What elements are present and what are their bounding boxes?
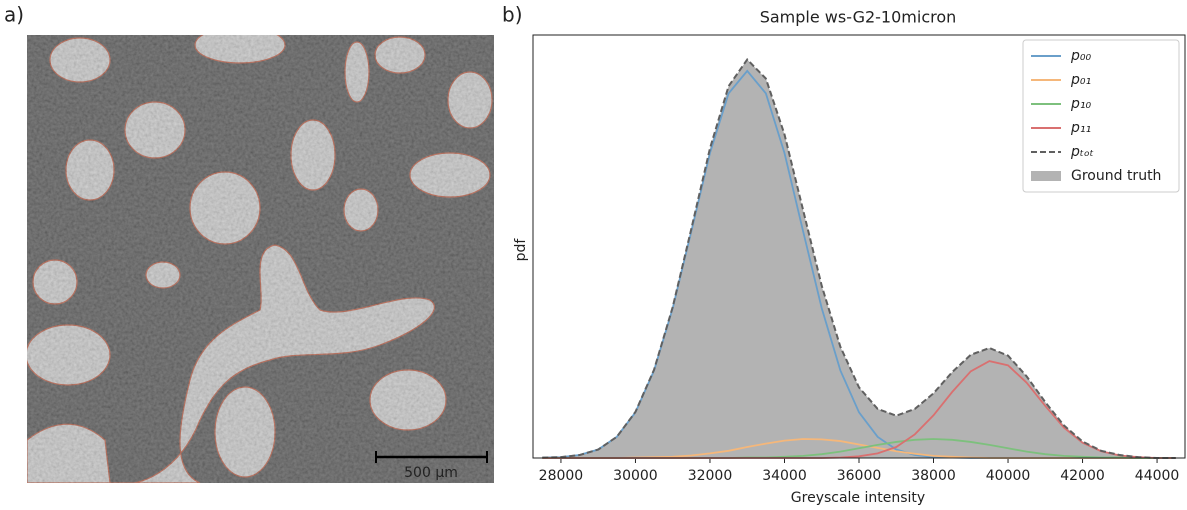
- x-tick-label: 40000: [986, 468, 1031, 484]
- x-tick-label: 42000: [1060, 468, 1105, 484]
- legend-swatch: [1031, 171, 1061, 181]
- area: [542, 59, 1176, 459]
- x-tick-label: 38000: [911, 468, 956, 484]
- x-tick-label: 36000: [837, 468, 882, 484]
- y-axis-label: pdf: [513, 238, 529, 262]
- legend-label: p₀₀: [1070, 48, 1091, 64]
- chart-title: Sample ws-G2-10micron: [760, 8, 957, 27]
- panel-label: b): [502, 3, 523, 27]
- micrograph: [27, 35, 494, 483]
- legend-label: Ground truth: [1071, 168, 1161, 184]
- legend-label: pₜₒₜ: [1070, 144, 1094, 160]
- legend-label: p₁₁: [1070, 120, 1091, 136]
- legend-label: p₁₀: [1070, 96, 1091, 112]
- x-tick-label: 32000: [688, 468, 733, 484]
- x-tick-label: 28000: [539, 468, 584, 484]
- scale-bar-label: 500 µm: [404, 465, 458, 481]
- x-tick-label: 30000: [613, 468, 658, 484]
- x-tick-label: 44000: [1135, 468, 1180, 484]
- plot-frame: [532, 34, 1186, 459]
- chart: Sample ws-G2-10micron Greyscale intensit…: [513, 8, 956, 507]
- panel-label: a): [4, 3, 24, 27]
- legend-label: p₀₁: [1070, 72, 1091, 88]
- legend-box: [1022, 39, 1180, 193]
- x-tick-label: 34000: [762, 468, 807, 484]
- line: [542, 57, 1176, 459]
- x-axis-label: Greyscale intensity: [791, 490, 925, 506]
